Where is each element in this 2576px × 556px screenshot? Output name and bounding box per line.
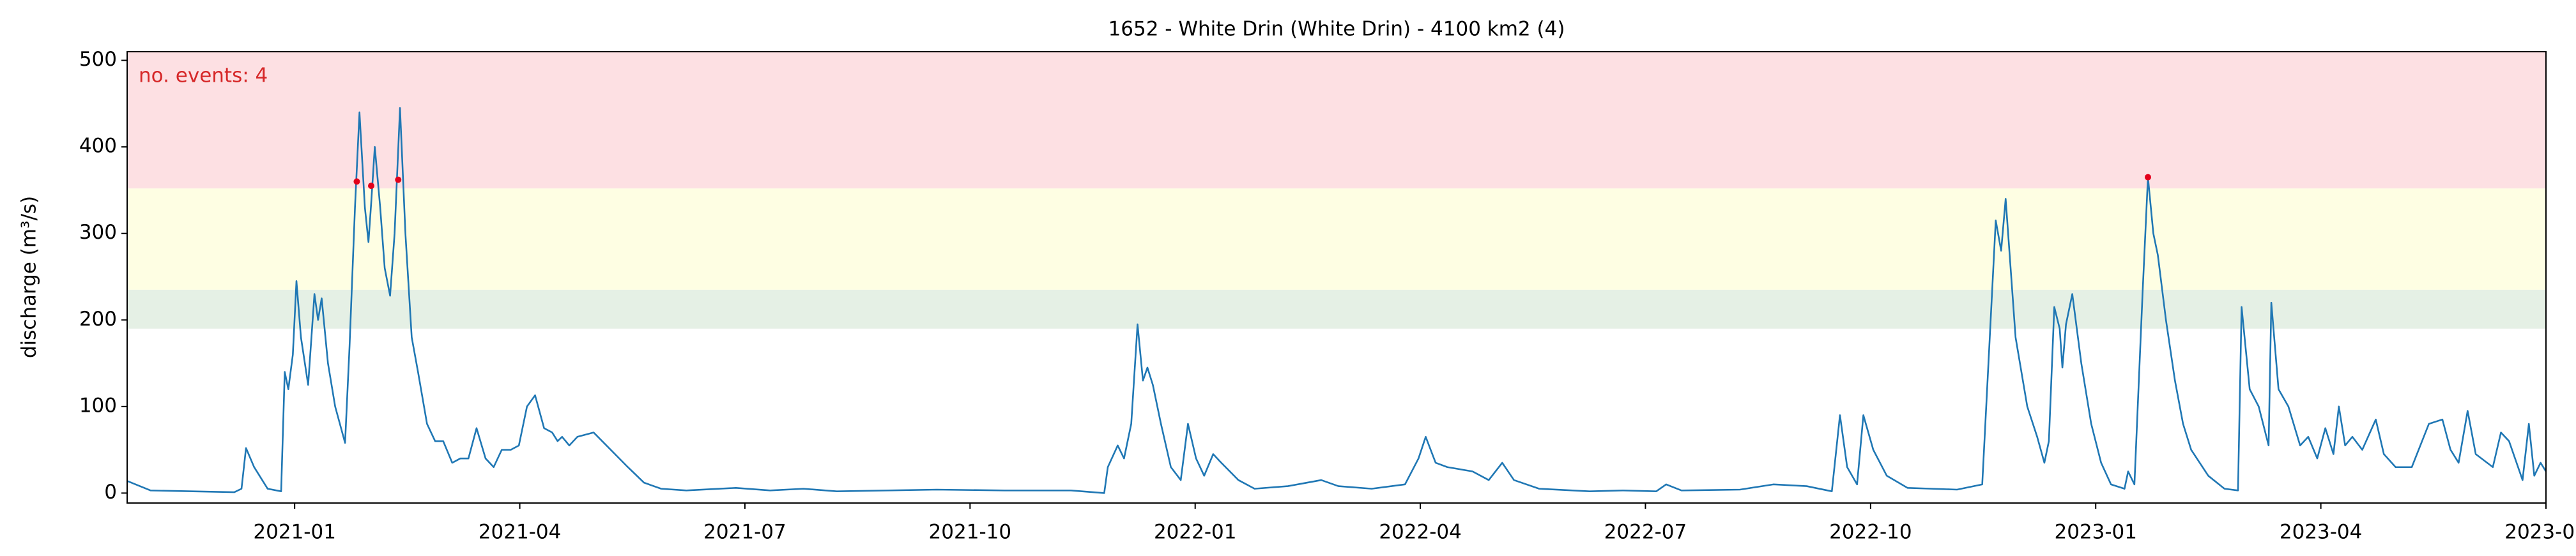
x-tick-label: 2022-07	[1604, 521, 1687, 544]
y-tick-label: 300	[79, 221, 117, 244]
plot-frame	[126, 51, 2547, 504]
y-axis-label: discharge (m³/s)	[18, 196, 41, 358]
event-marker	[353, 178, 360, 185]
discharge-line	[126, 107, 2547, 494]
x-tick-label: 2021-07	[703, 521, 786, 544]
chart-title: 1652 - White Drin (White Drin) - 4100 km…	[1108, 18, 1565, 41]
x-tick-label: 2023-04	[2280, 521, 2363, 544]
y-tick-label: 100	[79, 394, 117, 417]
x-tick-label: 2022-01	[1154, 521, 1237, 544]
x-tick-label: 2021-10	[929, 521, 1012, 544]
x-tick-label: 2021-01	[253, 521, 336, 544]
x-tick-label: 2022-10	[1829, 521, 1912, 544]
event-marker	[2144, 174, 2151, 181]
y-tick-label: 400	[79, 135, 117, 158]
threshold-band	[127, 52, 2546, 189]
x-tick-label: 2022-04	[1379, 521, 1462, 544]
event-count: no. events: 4	[139, 64, 268, 87]
x-tick-label: 2023-07	[2504, 521, 2576, 544]
y-tick-label: 200	[79, 308, 117, 331]
x-tick-label: 2023-01	[2054, 521, 2137, 544]
x-tick-label: 2021-04	[479, 521, 562, 544]
threshold-band	[127, 188, 2546, 290]
event-marker	[395, 176, 402, 183]
y-tick-label: 0	[104, 481, 117, 504]
event-marker	[367, 183, 374, 190]
y-tick-label: 500	[79, 48, 117, 71]
threshold-band	[127, 289, 2546, 329]
